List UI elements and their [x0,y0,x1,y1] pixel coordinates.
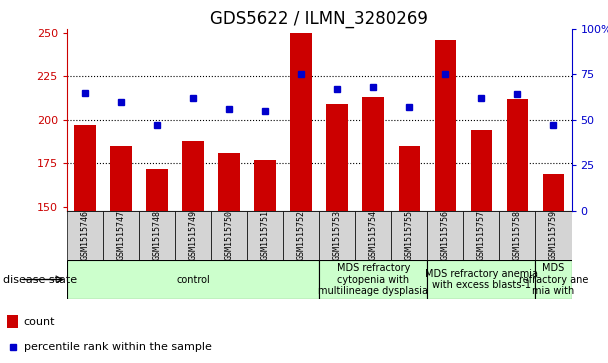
Text: GSM1515746: GSM1515746 [80,210,89,260]
Text: MDS
refractory ane
mia with: MDS refractory ane mia with [519,263,588,296]
Bar [427,260,536,299]
Bar [326,104,348,211]
Text: GSM1515749: GSM1515749 [188,210,198,260]
Text: GSM1515748: GSM1515748 [153,210,162,260]
Bar [355,211,392,260]
Bar [182,141,204,211]
Bar [139,211,175,260]
Text: percentile rank within the sample: percentile rank within the sample [24,342,212,352]
Bar [427,211,463,260]
Text: GSM1515758: GSM1515758 [513,210,522,260]
Text: GSM1515753: GSM1515753 [333,210,342,260]
Text: disease state: disease state [3,274,77,285]
Bar [319,260,427,299]
Bar [146,169,168,211]
Bar [319,211,355,260]
Bar [471,130,492,211]
Text: GSM1515754: GSM1515754 [369,210,378,260]
Bar [506,99,528,211]
Bar [247,211,283,260]
Bar [398,146,420,211]
Text: GSM1515755: GSM1515755 [405,210,414,260]
Text: MDS refractory
cytopenia with
multilineage dysplasia: MDS refractory cytopenia with multilinea… [318,263,428,296]
Text: MDS refractory anemia
with excess blasts-1: MDS refractory anemia with excess blasts… [425,269,538,290]
Text: GSM1515751: GSM1515751 [261,210,269,260]
Text: GSM1515747: GSM1515747 [117,210,125,260]
Bar [283,211,319,260]
Text: GSM1515750: GSM1515750 [224,210,233,260]
Bar [218,153,240,211]
Text: GSM1515752: GSM1515752 [297,210,306,260]
Bar [536,260,572,299]
Bar [392,211,427,260]
Text: count: count [24,317,55,327]
Bar [74,125,95,211]
Bar [7,315,18,328]
Bar [211,211,247,260]
Bar [543,174,564,211]
Bar [175,211,211,260]
Bar [67,211,103,260]
Bar [536,211,572,260]
Bar [435,40,456,211]
Bar [362,97,384,211]
Bar [463,211,499,260]
Bar [291,33,312,211]
Bar [103,211,139,260]
Text: GSM1515757: GSM1515757 [477,210,486,260]
Title: GDS5622 / ILMN_3280269: GDS5622 / ILMN_3280269 [210,10,428,28]
Bar [67,260,319,299]
Bar [499,211,536,260]
Text: GSM1515759: GSM1515759 [549,210,558,260]
Text: GSM1515756: GSM1515756 [441,210,450,260]
Bar [110,146,132,211]
Bar [254,160,276,211]
Text: control: control [176,274,210,285]
